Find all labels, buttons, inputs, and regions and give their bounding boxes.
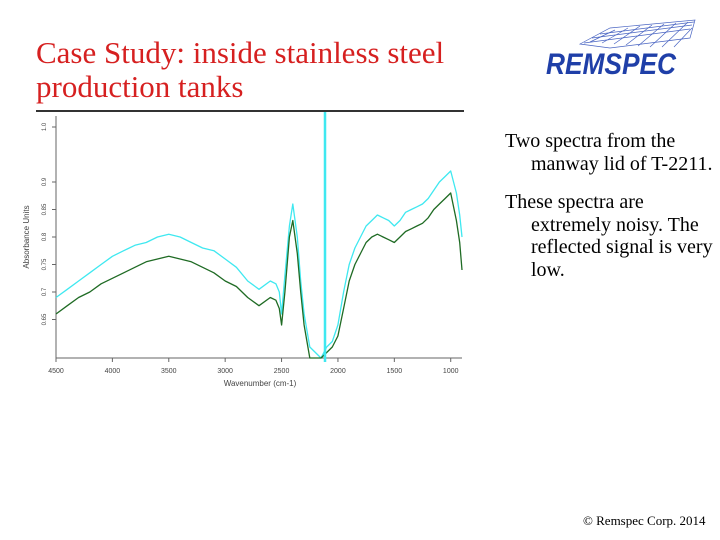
spectrum-line-1	[55, 170, 463, 359]
x-tick-label: 4500	[48, 368, 64, 375]
x-tick-label: 1500	[387, 368, 403, 375]
bullet-item: Two spectra from the manway lid of T-221…	[505, 130, 713, 175]
y-tick-label: 0.85	[42, 203, 48, 215]
x-tick-label: 3500	[161, 368, 177, 375]
x-axis-label: Wavenumber (cm-1)	[224, 379, 297, 388]
x-tick-label: 1000	[443, 368, 459, 375]
x-tick-label: 3000	[217, 368, 233, 375]
copyright-notice: © Remspec Corp. 2014	[583, 513, 706, 528]
y-tick-label: 0.8	[42, 232, 48, 241]
spectra-chart: 4500 4000 3500 3000 2500 2000 1500 1000 0.65 0.7 0…	[22, 112, 463, 388]
x-tick-label: 2500	[274, 368, 290, 375]
slide-title: Case Study: inside stainless steel produ…	[36, 35, 445, 104]
y-tick-label: 0.75	[42, 258, 48, 270]
x-tick-label: 4000	[105, 368, 121, 375]
bullet-list: Two spectra from the manway lid of T-221…	[505, 130, 715, 297]
bullet-item: These spectra are extremely noisy. The r…	[505, 191, 713, 281]
y-tick-label: 0.9	[42, 177, 48, 186]
y-tick-label: 1.0	[42, 122, 48, 131]
chart-axes: 4500 4000 3500 3000 2500 2000 1500 1000 0.65 0.7 0…	[42, 116, 462, 375]
y-tick-label: 0.65	[42, 313, 48, 325]
y-tick-label: 0.7	[42, 287, 48, 296]
remspec-logo: REMSPEC	[546, 19, 696, 81]
chart-series	[55, 170, 463, 359]
title-divider	[36, 110, 464, 112]
x-tick-label: 2000	[330, 368, 346, 375]
logo-wordmark: REMSPEC	[546, 48, 677, 81]
y-axis-label: Absorbance Units	[22, 205, 31, 268]
spectrum-line-2	[55, 192, 463, 359]
